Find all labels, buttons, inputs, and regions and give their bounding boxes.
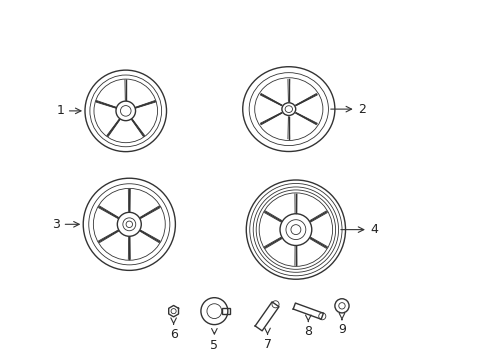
Text: 3: 3	[52, 218, 60, 231]
Text: 8: 8	[304, 325, 312, 338]
Text: 2: 2	[357, 103, 365, 116]
Text: 6: 6	[169, 328, 177, 341]
Bar	[222, 308, 230, 314]
Text: 4: 4	[370, 223, 378, 236]
Text: 7: 7	[263, 338, 271, 351]
Text: 1: 1	[57, 104, 64, 117]
Text: 9: 9	[337, 323, 345, 337]
Text: 5: 5	[210, 339, 218, 352]
